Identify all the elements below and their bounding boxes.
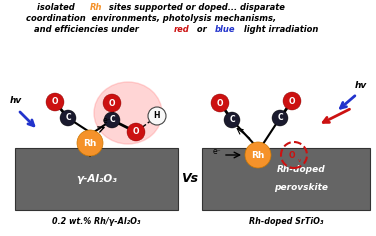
Text: e⁻: e⁻ — [103, 116, 112, 125]
Circle shape — [60, 110, 76, 126]
Text: O: O — [289, 152, 295, 160]
Text: hv: hv — [355, 81, 367, 90]
Text: sites supported or doped... disparate: sites supported or doped... disparate — [106, 3, 285, 12]
Text: blue: blue — [215, 25, 235, 34]
Circle shape — [46, 93, 64, 111]
Text: and efficiencies under: and efficiencies under — [34, 25, 142, 34]
Circle shape — [245, 142, 271, 168]
Text: C: C — [277, 114, 283, 122]
Circle shape — [127, 123, 145, 141]
Text: light irradiation: light irradiation — [241, 25, 319, 34]
Circle shape — [104, 112, 120, 128]
Text: O: O — [289, 97, 295, 105]
Circle shape — [211, 94, 229, 112]
Circle shape — [283, 92, 301, 110]
Text: Rh-doped: Rh-doped — [277, 165, 325, 174]
Circle shape — [272, 110, 288, 126]
Text: Rh: Rh — [251, 151, 265, 160]
Text: C: C — [65, 114, 71, 122]
Text: coordination  environments, photolysis mechanisms,: coordination environments, photolysis me… — [26, 14, 276, 23]
Text: isolated: isolated — [37, 3, 78, 12]
Circle shape — [148, 107, 166, 125]
Circle shape — [224, 112, 240, 128]
Text: O: O — [133, 127, 139, 136]
Text: γ-Al₂O₃: γ-Al₂O₃ — [76, 174, 117, 184]
Text: e⁻: e⁻ — [212, 148, 221, 156]
Text: O: O — [52, 97, 58, 106]
Text: Rh: Rh — [90, 3, 103, 12]
Text: C: C — [109, 115, 115, 125]
Text: 0.2 wt.% Rh/γ-Al₂O₃: 0.2 wt.% Rh/γ-Al₂O₃ — [52, 218, 141, 227]
Text: O: O — [109, 98, 115, 108]
Text: Rh-doped SrTiO₃: Rh-doped SrTiO₃ — [249, 218, 323, 227]
Text: Rh: Rh — [83, 139, 97, 148]
Circle shape — [103, 94, 121, 112]
Text: C: C — [229, 115, 235, 125]
Bar — [202, 148, 370, 210]
Text: H: H — [154, 111, 160, 121]
Circle shape — [77, 130, 103, 156]
Text: v: v — [297, 157, 301, 163]
Text: Vs: Vs — [182, 172, 199, 185]
Ellipse shape — [94, 82, 162, 144]
Text: perovskite: perovskite — [274, 184, 328, 193]
Bar — [15, 148, 178, 210]
Text: hv: hv — [10, 96, 22, 105]
Text: O: O — [217, 98, 223, 108]
Text: or: or — [194, 25, 210, 34]
Text: red: red — [174, 25, 190, 34]
